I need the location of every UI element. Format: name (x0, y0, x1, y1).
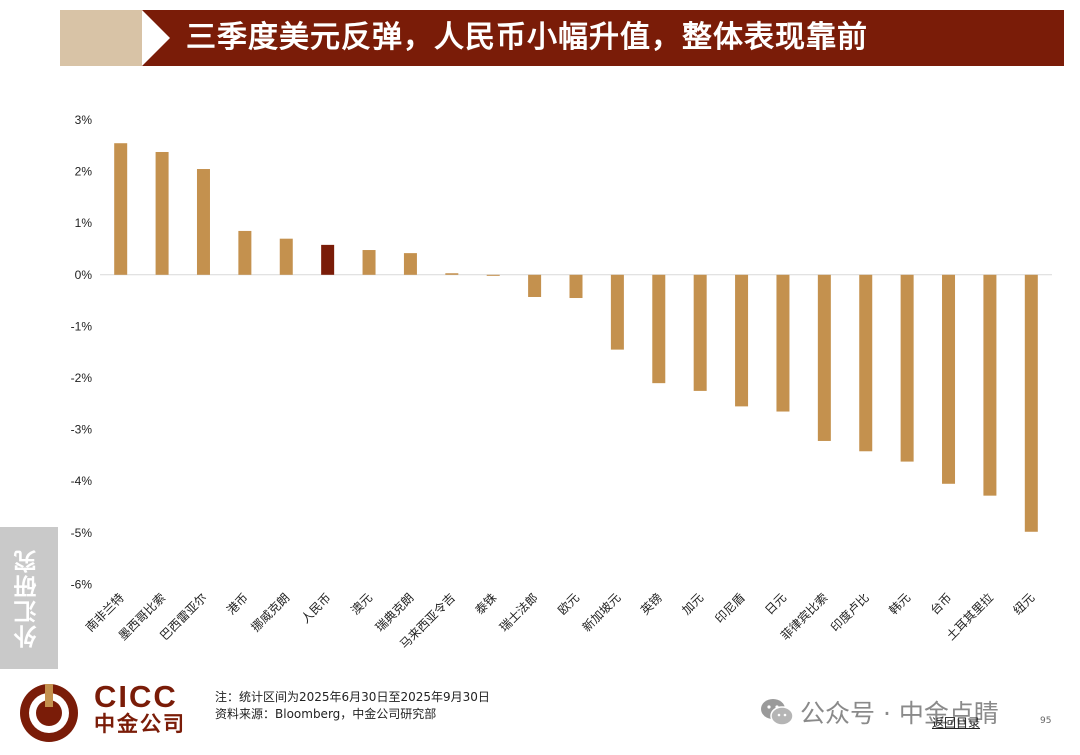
y-tick-label: -1% (71, 319, 93, 333)
x-tick-label: 新加坡元 (579, 590, 624, 635)
x-tick-label: 韩元 (886, 590, 914, 618)
x-tick-label: 台币 (927, 590, 955, 618)
y-axis: 3% 2% 1% 0% -1% -2% -3% -4% -5% -6% (71, 113, 93, 591)
x-tick-label: 挪威克朗 (249, 591, 293, 635)
y-tick-label: -3% (71, 423, 93, 437)
x-tick-label: 泰铢 (472, 590, 500, 618)
bar (114, 143, 128, 275)
bar (983, 274, 997, 496)
bar (900, 274, 914, 462)
y-tick-label: -6% (71, 577, 93, 591)
chart-note: 注：统计区间为2025年6月30日至2025年9月30日 (215, 690, 490, 704)
x-tick-label: 日元 (762, 591, 789, 618)
x-tick-label: 纽元 (1011, 591, 1038, 618)
bar (817, 274, 831, 441)
x-tick-label: 瑞士法郎 (497, 591, 541, 635)
x-tick-label: 澳元 (348, 591, 375, 618)
bar (362, 250, 376, 275)
x-tick-label: 英镑 (637, 590, 665, 618)
x-tick-label: 印度卢比 (827, 590, 872, 635)
watermark-text: 公众号 · 中金点睛 (800, 699, 999, 728)
logo-text-en: CICC (94, 679, 178, 714)
x-tick-label: 欧元 (555, 591, 582, 618)
header-banner (142, 10, 1064, 66)
bar (610, 274, 624, 350)
logo-text-cn: 中金公司 (94, 712, 186, 736)
y-tick-label: -4% (71, 474, 93, 488)
bar (776, 274, 790, 412)
wechat-icon (761, 699, 794, 726)
side-tab-label: 外汇研究 (15, 548, 41, 648)
side-tab (0, 527, 58, 669)
bar (735, 274, 749, 407)
bar (445, 273, 459, 275)
y-tick-label: -5% (71, 526, 93, 540)
bar (942, 274, 956, 484)
y-tick-label: 2% (75, 165, 93, 179)
bar (238, 230, 252, 275)
y-tick-label: 1% (75, 216, 93, 230)
x-tick-label: 港币 (224, 591, 251, 618)
x-tick-label: 加元 (679, 591, 706, 618)
bar (569, 274, 583, 299)
bar (403, 253, 417, 275)
bar (859, 274, 873, 452)
y-tick-label: 3% (75, 113, 93, 127)
bar (528, 274, 542, 297)
cicc-logo-icon (20, 684, 78, 742)
bar (652, 274, 666, 384)
header-accent-block (60, 10, 142, 66)
chart-source: 资料来源：Bloomberg，中金公司研究部 (215, 707, 437, 721)
back-to-contents-link[interactable]: 返回目录 (932, 716, 981, 730)
bar (693, 274, 707, 391)
bar (321, 244, 335, 275)
bar-chart: 3% 2% 1% 0% -1% -2% -3% -4% -5% -6% 南非兰特墨西哥比索巴西雷亚… (71, 113, 1052, 652)
bar (1024, 274, 1038, 532)
bar (196, 169, 210, 275)
y-tick-label: 0% (75, 268, 93, 282)
page-title: 三季度美元反弹，人民币小幅升值，整体表现靠前 (186, 20, 868, 55)
y-tick-label: -2% (71, 371, 93, 385)
x-tick-label: 人民币 (298, 591, 333, 626)
bar (155, 151, 169, 275)
page-number: 95 (1040, 716, 1052, 726)
bar (486, 274, 500, 276)
bar (279, 238, 293, 275)
x-tick-label: 印尼盾 (712, 591, 747, 626)
bars (114, 143, 1038, 532)
